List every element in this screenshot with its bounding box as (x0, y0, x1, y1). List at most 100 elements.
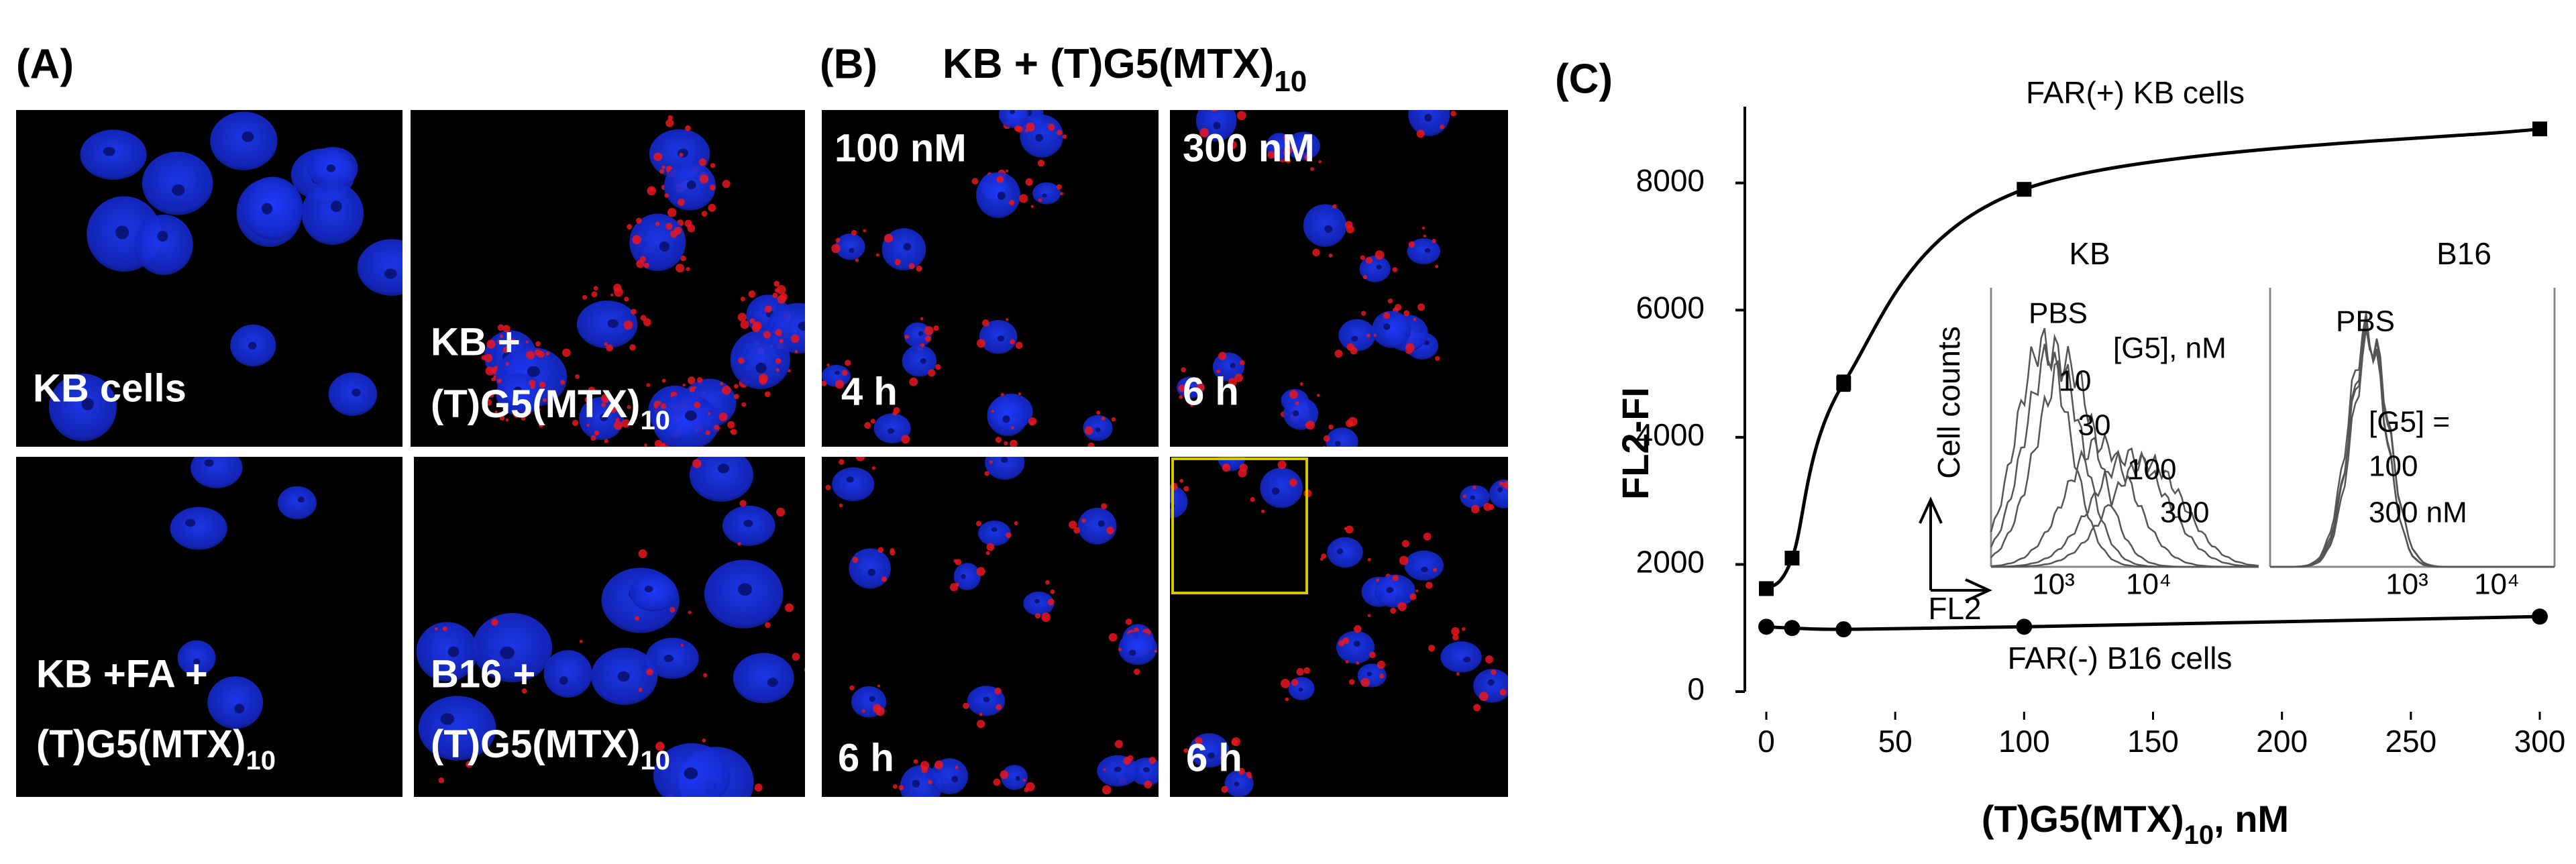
red-dot (1408, 241, 1415, 248)
red-dot (1392, 574, 1399, 581)
nucleus (207, 676, 264, 729)
nucleolus (440, 713, 455, 725)
red-dot (979, 712, 983, 716)
red-dot (1005, 169, 1008, 172)
image-caption: KB cells (33, 366, 186, 410)
nucleolus (1324, 225, 1333, 233)
series-label: FAR(+) KB cells (2026, 75, 2245, 110)
red-dot (871, 466, 876, 470)
red-dot (1377, 660, 1386, 669)
red-dot (1057, 129, 1063, 136)
nucleolus (330, 201, 342, 213)
nucleolus (991, 527, 998, 532)
histogram-curve (1990, 447, 2259, 568)
red-dot (606, 344, 613, 352)
red-dot (1073, 527, 1081, 534)
red-dot (1332, 204, 1337, 209)
image-caption-sub: 10 (641, 406, 671, 435)
y-tick-label: 0 (1687, 671, 1705, 706)
red-dot (1030, 205, 1034, 208)
inset-title: KB (2069, 236, 2110, 271)
nucleolus (1497, 487, 1503, 492)
red-dot (1373, 333, 1377, 337)
red-dot (894, 258, 901, 266)
inset-tick-label: 10⁴ (2126, 568, 2171, 601)
red-dot (861, 709, 865, 713)
data-point (2017, 182, 2032, 197)
red-dot (1323, 435, 1330, 442)
nucleus (1336, 631, 1375, 664)
nucleolus (743, 519, 753, 527)
red-dot (985, 551, 990, 555)
red-dot (748, 290, 756, 298)
red-dot (631, 309, 637, 315)
red-dot (1183, 486, 1189, 492)
red-dot (680, 643, 684, 647)
nucleolus (1376, 264, 1382, 270)
red-dot (741, 402, 747, 407)
nucleolus (1034, 598, 1040, 604)
red-dot (1416, 129, 1425, 138)
y-tick-label: 8000 (1636, 163, 1705, 198)
red-dot (890, 548, 895, 553)
red-dot (659, 168, 665, 174)
red-dot (883, 233, 894, 243)
nucleolus (1275, 148, 1281, 153)
red-dot (839, 459, 845, 466)
red-dot (722, 180, 731, 188)
red-dot (852, 557, 859, 563)
red-dot (1280, 678, 1290, 688)
red-dot (1267, 151, 1275, 159)
nucleus (653, 394, 720, 447)
red-dot (1181, 367, 1187, 373)
red-dot (1231, 739, 1238, 746)
nucleolus (1015, 775, 1020, 781)
nucleus (177, 640, 216, 676)
nucleus (357, 239, 402, 296)
image-caption: (T)G5(MTX)10 (431, 722, 670, 775)
red-dot (928, 779, 933, 785)
nucleolus (869, 696, 876, 702)
red-dot (718, 413, 728, 421)
red-dot (688, 610, 692, 614)
red-dot (1103, 768, 1106, 771)
red-dot (499, 415, 505, 421)
red-dot (655, 741, 665, 751)
red-dot (1239, 360, 1245, 366)
micrograph-bg (1170, 110, 1508, 447)
nucleolus (644, 586, 653, 593)
red-dot (655, 221, 660, 227)
red-dot (1397, 602, 1407, 611)
micrograph (822, 457, 1159, 797)
y-tick-label: 6000 (1636, 290, 1705, 325)
red-dot (1081, 518, 1086, 523)
red-dot (924, 326, 934, 335)
red-dot (696, 377, 703, 383)
nucleolus (352, 388, 361, 396)
nucleus (277, 486, 317, 520)
red-dot (705, 430, 710, 435)
red-dot (901, 435, 910, 444)
nucleus (472, 612, 553, 683)
nucleus (1404, 550, 1444, 581)
nucleolus (663, 655, 674, 663)
nucleolus (686, 180, 696, 190)
red-dot (764, 391, 771, 398)
red-dot (513, 411, 520, 418)
red-dot (1345, 660, 1349, 663)
red-dot (1316, 393, 1320, 397)
red-dot (1038, 198, 1042, 202)
red-dot (505, 418, 509, 422)
red-dot (1305, 421, 1316, 430)
red-dot (737, 313, 747, 322)
nucleolus (659, 241, 669, 252)
red-dot (1236, 111, 1246, 121)
red-dot (529, 379, 536, 386)
red-dot (1367, 557, 1371, 561)
inset-label: 300 nM (2369, 496, 2467, 529)
red-dot (851, 229, 857, 236)
red-dot (499, 334, 504, 338)
red-dot (924, 335, 932, 342)
red-dot (636, 260, 645, 268)
red-dot (765, 622, 771, 629)
